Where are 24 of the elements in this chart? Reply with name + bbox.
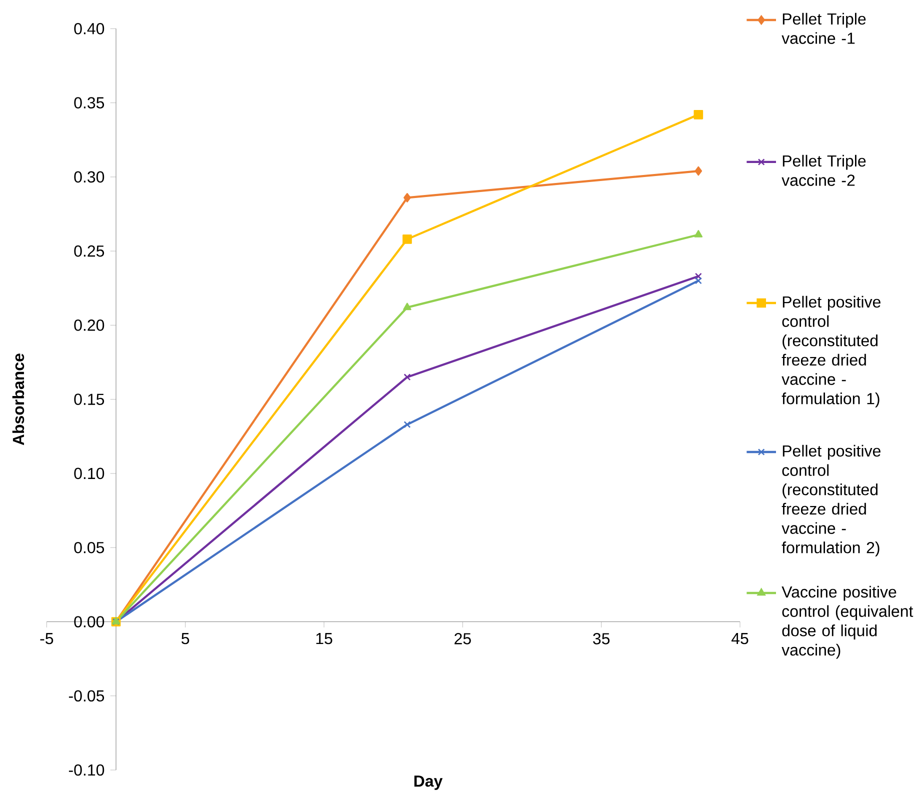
x-tick-label: 15: [316, 633, 332, 644]
legend-label: Pellet positive control (reconstituted freeze dried vaccine - formulation 2): [782, 444, 880, 556]
legend-label: Pellet Triple vaccine -1: [782, 12, 866, 44]
y-axis-title: Absorbance: [12, 354, 24, 446]
y-tick-label: 0.10: [74, 468, 104, 480]
y-tick-label: -0.05: [68, 690, 104, 702]
x-tick-label: 45: [731, 633, 748, 644]
y-tick-label: -0.10: [68, 764, 104, 776]
x-tick-label: 5: [182, 633, 190, 644]
x-tick-label: 35: [593, 633, 610, 644]
x-tick-label: 25: [454, 633, 471, 644]
y-tick-label: 0.00: [74, 616, 104, 628]
legend-label: Pellet positive control (reconstituted freeze dried vaccine - formulation 1): [782, 296, 880, 408]
legend-label: Pellet Triple vaccine -2: [782, 154, 866, 186]
legend-label: Vaccine positive control (equivalent dose of liquid vaccine): [782, 586, 914, 659]
y-tick-label: 0.30: [74, 171, 104, 183]
x-tick-label: -5: [40, 633, 54, 644]
y-tick-label: 0.25: [74, 245, 104, 257]
x-axis-title: Day: [414, 776, 443, 790]
y-tick-label: 0.15: [74, 394, 104, 405]
y-tick-label: 0.20: [74, 320, 104, 331]
y-tick-label: 0.05: [74, 542, 104, 554]
y-tick-label: 0.35: [74, 97, 104, 108]
y-tick-label: 0.40: [74, 23, 104, 34]
